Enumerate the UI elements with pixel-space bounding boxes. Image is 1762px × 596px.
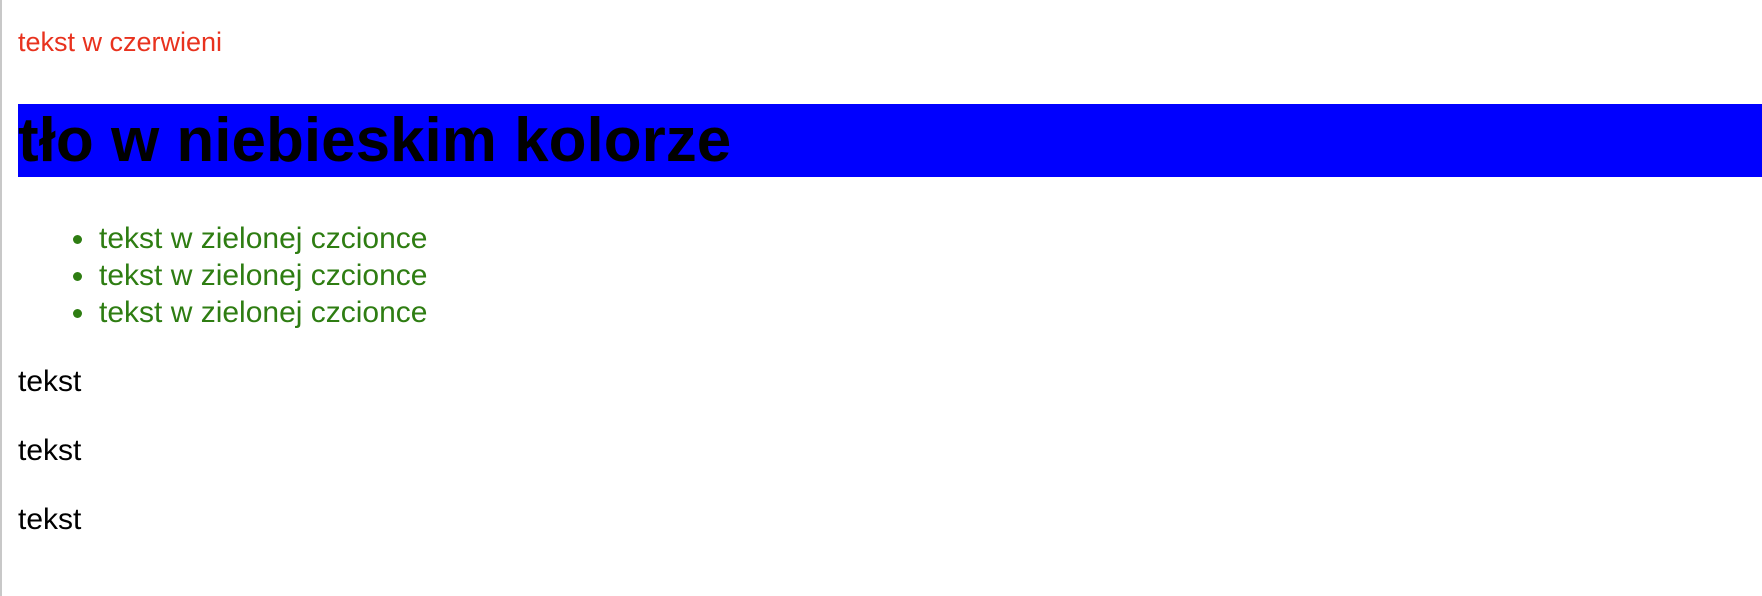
bullet-icon (73, 309, 82, 318)
green-text-list: tekst w zielonej czcionce tekst w zielon… (18, 220, 427, 331)
list-item-label: tekst w zielonej czcionce (99, 222, 428, 255)
list-item: tekst w zielonej czcionce (18, 220, 427, 257)
plain-text-paragraph: tekst (18, 434, 82, 467)
bullet-icon (73, 235, 82, 244)
list-item-label: tekst w zielonej czcionce (99, 259, 428, 292)
blue-background-heading: tło w niebieskim kolorze (18, 104, 1762, 177)
list-item-label: tekst w zielonej czcionce (99, 296, 428, 329)
page-content: tekst w czerwieni tło w niebieskim kolor… (18, 0, 1762, 596)
list-item: tekst w zielonej czcionce (18, 294, 427, 331)
plain-text-paragraph: tekst (18, 365, 82, 398)
plain-text-paragraph: tekst (18, 503, 82, 536)
red-text-paragraph: tekst w czerwieni (18, 27, 223, 57)
list-item: tekst w zielonej czcionce (18, 257, 427, 294)
bullet-icon (73, 272, 82, 281)
